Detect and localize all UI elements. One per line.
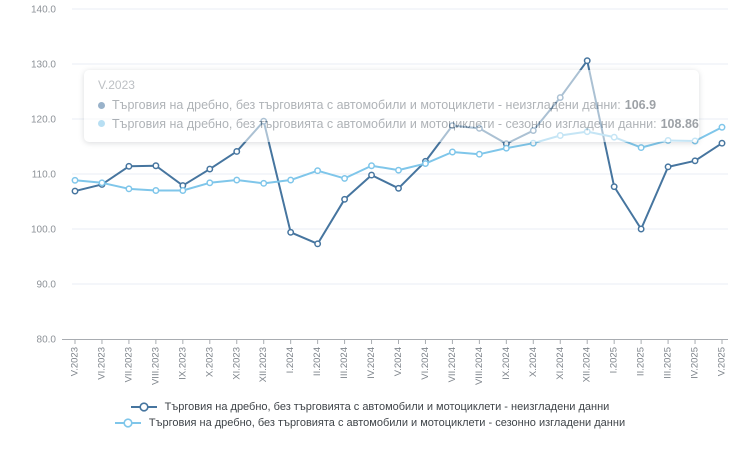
- legend-item-adjusted[interactable]: Търговия на дребно, без търговията с авт…: [114, 417, 626, 429]
- x-axis-label: VIII.2024: [474, 347, 485, 385]
- y-axis-label: 120.0: [31, 115, 56, 126]
- data-point-adjusted[interactable]: [448, 148, 456, 156]
- y-axis-label: 110.0: [32, 170, 57, 181]
- data-point-unadjusted[interactable]: [206, 165, 214, 173]
- x-axis-label: V.2024: [393, 347, 404, 376]
- x-axis-label: VI.2023: [96, 347, 107, 380]
- data-point-adjusted[interactable]: [125, 185, 133, 193]
- tooltip-row-value: 108.86: [660, 116, 699, 131]
- data-point-unadjusted[interactable]: [691, 157, 699, 165]
- line-marker-icon: [130, 402, 157, 412]
- series-dot-unadjusted-icon: [98, 101, 105, 109]
- data-point-adjusted[interactable]: [637, 144, 645, 152]
- data-point-adjusted[interactable]: [422, 160, 429, 168]
- chart-tooltip: V.2023 Търговия на дребно, без търговият…: [84, 70, 699, 142]
- x-axis-label: II.2025: [636, 347, 647, 376]
- y-axis-label: 140.0: [31, 5, 56, 16]
- data-point-unadjusted[interactable]: [125, 162, 133, 170]
- data-point-adjusted[interactable]: [179, 187, 187, 194]
- legend-item-unadjusted[interactable]: Търговия на дребно, без търговията с авт…: [130, 401, 610, 413]
- x-axis-label: V.2023: [70, 347, 81, 376]
- tooltip-row: Търговия на дребно, без търговията с авт…: [98, 115, 699, 134]
- data-point-adjusted[interactable]: [718, 123, 726, 131]
- x-axis-label: III.2024: [339, 347, 350, 379]
- data-point-unadjusted[interactable]: [71, 187, 79, 195]
- tooltip-title: V.2023: [98, 78, 135, 92]
- x-axis-label: IX.2023: [177, 347, 188, 380]
- x-axis-label: XI.2024: [555, 347, 566, 380]
- data-point-unadjusted[interactable]: [368, 171, 375, 179]
- y-axis-label: 130.0: [31, 60, 56, 71]
- data-point-adjusted[interactable]: [395, 166, 402, 174]
- tooltip-row-label: Търговия на дребно, без търговията с авт…: [112, 98, 621, 112]
- x-axis-label: IV.2025: [690, 347, 701, 379]
- x-axis-label: XII.2024: [582, 347, 593, 382]
- x-axis-label: VI.2024: [420, 347, 431, 380]
- data-point-adjusted[interactable]: [502, 144, 510, 152]
- data-point-adjusted[interactable]: [368, 162, 375, 170]
- tooltip-row-label: Търговия на дребно, без търговията с авт…: [112, 116, 657, 131]
- x-axis-label: V.2025: [717, 347, 728, 376]
- legend-item-label: Търговия на дребно, без търговията с авт…: [164, 401, 610, 413]
- x-axis-label: XII.2023: [258, 347, 269, 382]
- data-point-unadjusted[interactable]: [314, 240, 322, 248]
- data-point-unadjusted[interactable]: [637, 225, 645, 233]
- data-point-unadjusted[interactable]: [664, 163, 672, 171]
- data-point-unadjusted[interactable]: [395, 184, 402, 192]
- data-point-unadjusted[interactable]: [287, 228, 295, 236]
- x-axis-label: X.2023: [204, 347, 215, 377]
- x-axis-label: VIII.2023: [150, 347, 161, 385]
- x-axis-label: VII.2023: [123, 347, 134, 382]
- y-axis-label: 80.0: [37, 335, 57, 346]
- legend-item-label: Търговия на дребно, без търговията с авт…: [148, 417, 626, 429]
- tooltip-row: Търговия на дребно, без търговията с авт…: [98, 96, 685, 115]
- data-point-unadjusted[interactable]: [152, 162, 160, 170]
- x-axis-label: I.2025: [609, 347, 620, 373]
- y-axis-label: 90.0: [37, 280, 57, 291]
- data-point-unadjusted[interactable]: [718, 139, 726, 147]
- x-axis-label: IV.2024: [366, 347, 377, 379]
- x-axis-label: IX.2024: [501, 347, 512, 380]
- chart-legend: Търговия на дребно, без търговията с авт…: [0, 401, 740, 429]
- data-point-adjusted[interactable]: [287, 176, 295, 184]
- x-axis-label: VII.2024: [447, 347, 458, 382]
- x-axis-label: X.2024: [528, 347, 539, 377]
- data-point-adjusted[interactable]: [314, 167, 322, 175]
- x-axis-label: II.2024: [312, 347, 323, 376]
- data-point-unadjusted[interactable]: [583, 57, 591, 65]
- tooltip-row-value: 106.9: [624, 98, 657, 112]
- x-axis-label: I.2024: [285, 347, 296, 373]
- x-axis-label: III.2025: [663, 347, 674, 379]
- x-axis-label: XI.2023: [231, 347, 242, 380]
- data-point-adjusted[interactable]: [475, 150, 483, 158]
- data-point-adjusted[interactable]: [71, 176, 79, 184]
- line-marker-icon: [114, 418, 141, 428]
- series-dot-adjusted-icon: [98, 120, 105, 128]
- data-point-adjusted[interactable]: [98, 179, 106, 187]
- data-point-unadjusted[interactable]: [610, 183, 618, 191]
- data-point-adjusted[interactable]: [152, 187, 160, 194]
- data-point-adjusted[interactable]: [206, 179, 214, 187]
- data-point-adjusted[interactable]: [260, 179, 268, 187]
- data-point-unadjusted[interactable]: [233, 148, 241, 155]
- data-point-unadjusted[interactable]: [341, 195, 349, 203]
- data-point-adjusted[interactable]: [233, 176, 241, 184]
- data-point-adjusted[interactable]: [341, 174, 349, 182]
- y-axis-label: 100.0: [31, 225, 56, 236]
